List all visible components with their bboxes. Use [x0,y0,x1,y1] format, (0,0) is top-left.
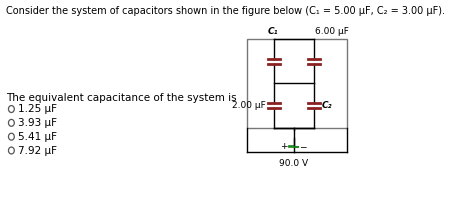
Text: C₁: C₁ [268,27,278,36]
Text: C₂: C₂ [322,101,333,110]
Text: −: − [299,142,306,151]
Circle shape [9,119,14,126]
Text: 6.00 μF: 6.00 μF [316,27,349,36]
Text: 7.92 μF: 7.92 μF [18,146,57,155]
Text: 90.0 V: 90.0 V [279,159,309,168]
Bar [247,39,347,128]
Text: The equivalent capacitance of the system is: The equivalent capacitance of the system… [6,93,237,103]
Text: +: + [280,142,287,151]
Text: 2.00 μF: 2.00 μF [232,101,265,110]
Text: 5.41 μF: 5.41 μF [18,132,57,142]
Circle shape [9,147,14,154]
Text: Consider the system of capacitors shown in the figure below (C₁ = 5.00 μF, C₂ = : Consider the system of capacitors shown … [6,6,446,16]
Circle shape [9,105,14,112]
Text: 3.93 μF: 3.93 μF [18,118,57,128]
Text: 1.25 μF: 1.25 μF [18,104,57,114]
Circle shape [9,133,14,140]
